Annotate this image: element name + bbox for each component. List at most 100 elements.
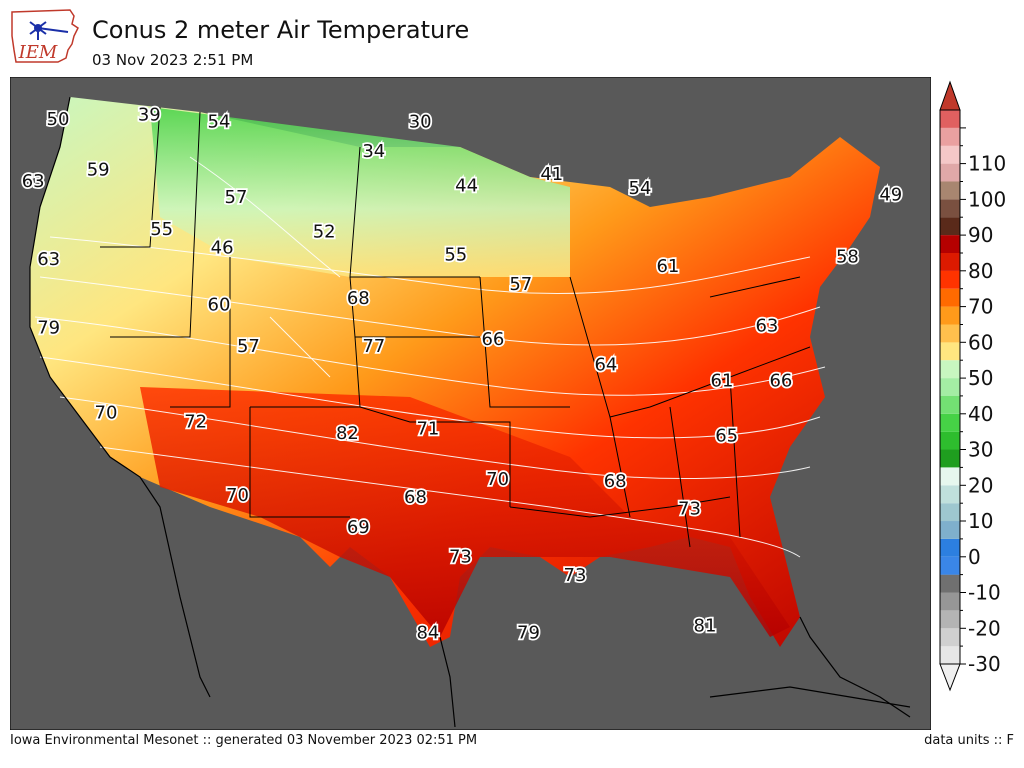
- station-value: 55: [150, 219, 173, 240]
- legend-band: [940, 360, 960, 379]
- legend-band: [940, 253, 960, 271]
- legend-band: [940, 628, 960, 647]
- station-value: 39: [138, 105, 161, 126]
- station-value: 52: [313, 221, 336, 242]
- legend-band: [940, 592, 960, 611]
- station-value: 54: [629, 178, 652, 199]
- legend-label: 50: [968, 366, 993, 390]
- station-value: 63: [755, 315, 778, 336]
- station-values: 50 39 54 30 63 59 34 57 44 41 54 49 55 46 52 63 55 58 61 57…: [20, 103, 904, 645]
- legend-band: [940, 467, 960, 486]
- legend-band: [940, 306, 960, 325]
- station-value: 49: [879, 185, 902, 206]
- legend-band: [940, 270, 960, 289]
- legend-label: 0: [968, 545, 981, 569]
- station-value: 71: [416, 418, 439, 439]
- iem-logo: IEM: [8, 6, 84, 66]
- legend-band: [940, 485, 960, 504]
- logo-text: IEM: [18, 42, 58, 63]
- station-value: 63: [37, 249, 60, 270]
- station-value: 58: [836, 247, 859, 268]
- legend-label: 10: [968, 509, 993, 533]
- station-value: 82: [336, 423, 359, 444]
- page-title: Conus 2 meter Air Temperature: [92, 16, 470, 44]
- legend-bands: [939, 80, 961, 692]
- coastlines: [29, 96, 911, 728]
- station-value: 50: [47, 109, 70, 130]
- legend-label: 60: [968, 330, 993, 354]
- station-value: 66: [481, 329, 504, 350]
- station-value: 65: [715, 425, 738, 446]
- legend-label: -10: [968, 581, 1001, 605]
- legend-band: [940, 324, 960, 343]
- legend-label: 40: [968, 402, 993, 426]
- station-value: 73: [564, 565, 587, 586]
- legend-label: 100: [968, 187, 1006, 211]
- station-value: 73: [449, 547, 472, 568]
- legend-band: [940, 145, 960, 164]
- legend-band: [940, 342, 960, 361]
- station-value: 54: [208, 111, 231, 132]
- legend-band: [940, 181, 960, 200]
- legend-band: [940, 378, 960, 396]
- station-value: 79: [517, 622, 540, 643]
- station-value: 68: [347, 288, 370, 309]
- legend-band: [940, 610, 960, 629]
- station-value: 70: [226, 485, 249, 506]
- us-land-area: [30, 97, 880, 647]
- legend-band: [940, 521, 960, 539]
- temperature-map: 50 39 54 30 63 59 34 57 44 41 54 49 55 46 52 63 55 58 61 57…: [10, 77, 931, 730]
- legend-band: [940, 646, 960, 664]
- legend-min-arrow: [939, 663, 961, 692]
- station-value: 79: [37, 318, 60, 339]
- station-value: 57: [509, 274, 532, 295]
- legend-label: -30: [968, 652, 1001, 676]
- station-value: 59: [87, 160, 110, 181]
- station-value: 41: [540, 164, 563, 185]
- legend-band: [940, 449, 960, 468]
- legend-band: [940, 503, 960, 522]
- legend-band: [940, 235, 960, 253]
- legend-band: [940, 538, 960, 557]
- station-value: 61: [656, 256, 679, 277]
- legend-label: 80: [968, 259, 993, 283]
- iowa-outline-icon: [11, 9, 79, 63]
- station-value: 73: [678, 499, 701, 520]
- station-value: 72: [184, 412, 207, 433]
- station-value: 64: [594, 354, 617, 375]
- station-value: 77: [362, 336, 385, 357]
- legend-label: 110: [968, 152, 1006, 176]
- legend-ticks: [960, 127, 966, 665]
- station-value: 69: [347, 517, 370, 538]
- timestamp: 03 Nov 2023 2:51 PM: [92, 51, 254, 69]
- state-borders: [100, 106, 811, 548]
- station-value: 68: [604, 471, 627, 492]
- legend-band: [940, 556, 960, 575]
- station-value: 81: [694, 616, 717, 637]
- station-value: 57: [237, 336, 260, 357]
- station-value: 63: [22, 171, 45, 192]
- legend-frame: [939, 109, 961, 665]
- legend-label: 20: [968, 473, 993, 497]
- station-value: 61: [711, 370, 734, 391]
- legend-label: 70: [968, 295, 993, 319]
- legend-band: [940, 431, 960, 450]
- legend-band: [940, 217, 960, 236]
- station-value: 30: [409, 111, 432, 132]
- legend-band: [940, 199, 960, 218]
- station-value: 55: [444, 244, 467, 265]
- legend-label: -20: [968, 616, 1001, 640]
- legend-band: [940, 413, 960, 432]
- legend-band: [940, 127, 960, 146]
- station-value: 46: [211, 237, 234, 258]
- station-value: 34: [362, 141, 385, 162]
- station-value: 70: [486, 469, 509, 490]
- station-value: 84: [416, 622, 439, 643]
- legend-max-arrow: [939, 80, 961, 111]
- legend-band: [940, 288, 960, 307]
- legend-label: 30: [968, 438, 993, 462]
- legend-band: [940, 574, 960, 593]
- station-value: 44: [455, 176, 478, 197]
- legend-band: [940, 110, 960, 128]
